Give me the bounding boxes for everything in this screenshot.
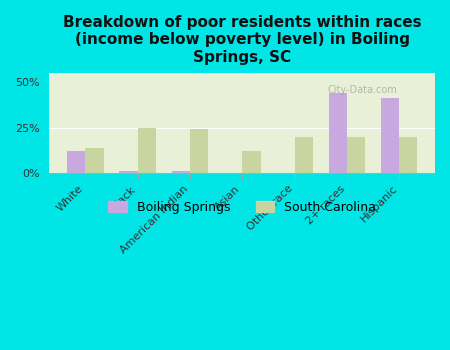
Title: Breakdown of poor residents within races
(income below poverty level) in Boiling: Breakdown of poor residents within races… (63, 15, 422, 65)
Bar (119, 171, 138, 173)
Bar (190, 130, 208, 173)
Legend: Boiling Springs, South Carolina: Boiling Springs, South Carolina (104, 196, 381, 219)
Bar (171, 171, 190, 173)
Bar (347, 136, 365, 173)
Bar (138, 127, 156, 173)
Bar (328, 93, 347, 173)
Text: City-Data.com: City-Data.com (327, 85, 397, 95)
Bar (295, 136, 313, 173)
Bar (67, 151, 86, 173)
Bar (86, 148, 104, 173)
Bar (399, 136, 418, 173)
Bar (381, 98, 399, 173)
Bar (242, 151, 261, 173)
